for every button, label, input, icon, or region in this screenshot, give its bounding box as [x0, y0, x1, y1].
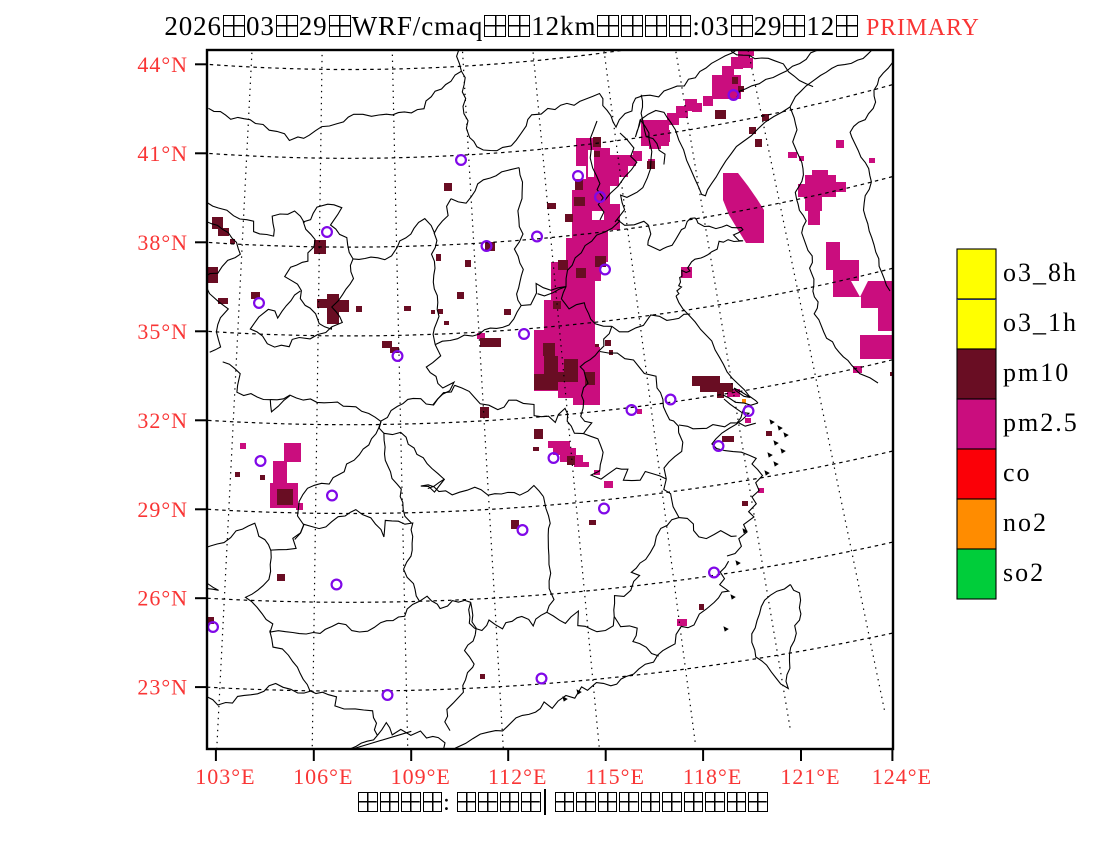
svg-text:o3_8h: o3_8h [1003, 258, 1078, 287]
svg-text:pm2.5: pm2.5 [1003, 408, 1079, 437]
svg-text:35°N: 35°N [137, 319, 188, 344]
svg-text:no2: no2 [1003, 508, 1048, 537]
svg-text:44°N: 44°N [137, 52, 188, 77]
svg-text:121°E: 121°E [780, 764, 840, 789]
svg-text:pm10: pm10 [1003, 358, 1070, 387]
svg-text:106°E: 106°E [293, 764, 353, 789]
svg-text:23°N: 23°N [137, 675, 188, 700]
svg-text:109°E: 109°E [391, 764, 451, 789]
svg-text:so2: so2 [1003, 558, 1045, 587]
svg-text:118°E: 118°E [683, 764, 742, 789]
svg-text:115°E: 115°E [585, 764, 644, 789]
svg-text:103°E: 103°E [195, 764, 255, 789]
svg-text:112°E: 112°E [488, 764, 547, 789]
svg-text:32°N: 32°N [137, 408, 188, 433]
svg-text:29°N: 29°N [137, 497, 188, 522]
svg-text:124°E: 124°E [872, 764, 932, 789]
svg-text:38°N: 38°N [137, 230, 188, 255]
svg-text:o3_1h: o3_1h [1003, 308, 1078, 337]
svg-text:26°N: 26°N [137, 586, 188, 611]
svg-text:41°N: 41°N [137, 141, 188, 166]
svg-text:co: co [1003, 458, 1032, 487]
